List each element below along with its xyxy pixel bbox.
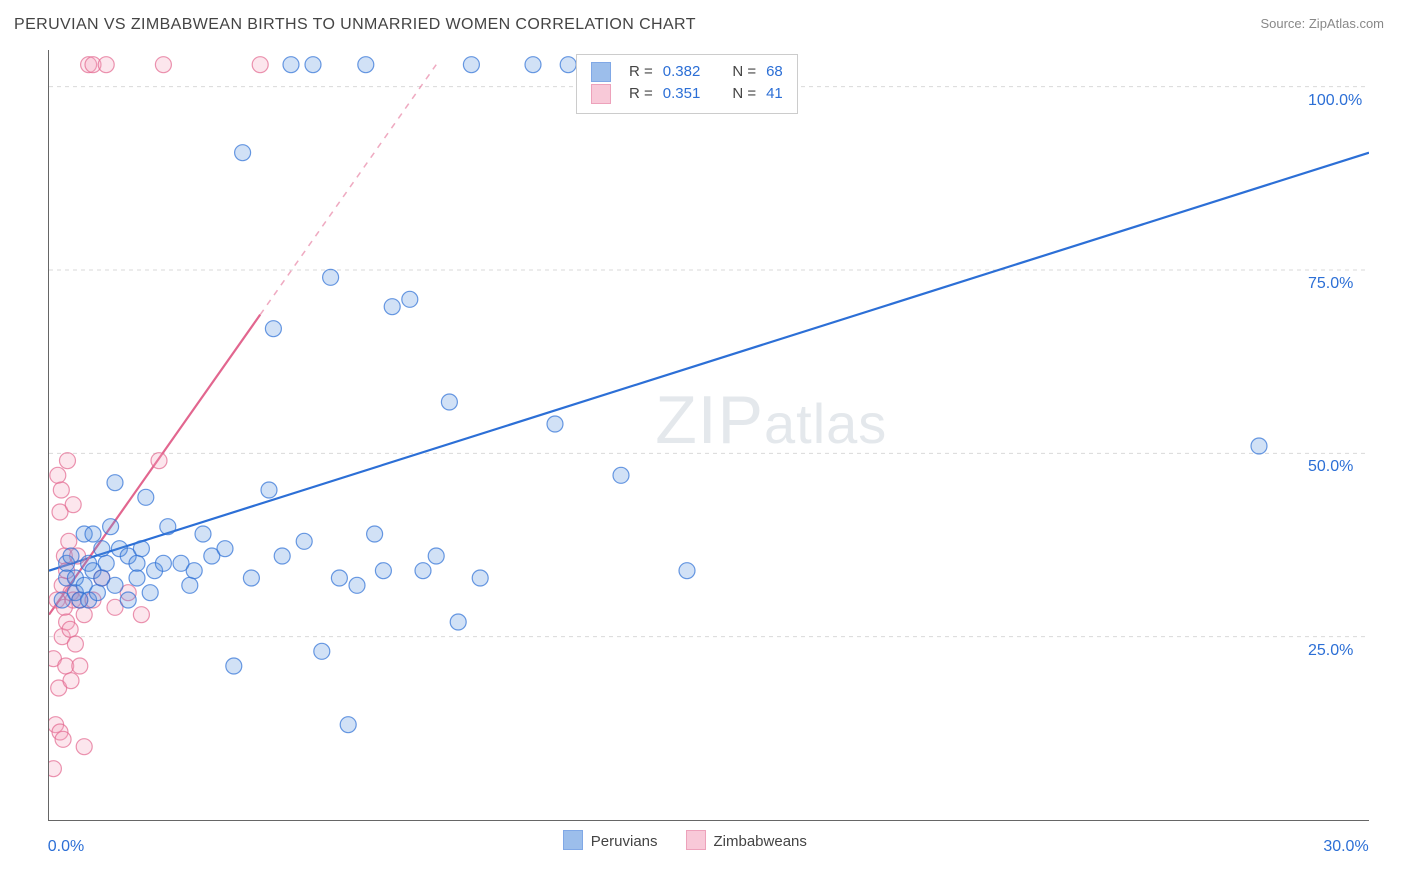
- source-attribution: Source: ZipAtlas.com: [1260, 16, 1384, 31]
- legend-label: Peruvians: [591, 833, 658, 850]
- y-tick-label: 50.0%: [1308, 458, 1353, 476]
- stat-n-value: 41: [766, 83, 783, 105]
- x-tick-label: 30.0%: [1323, 838, 1368, 856]
- scatter-plot: [48, 50, 1369, 821]
- chart-title: PERUVIAN VS ZIMBABWEAN BIRTHS TO UNMARRI…: [14, 16, 696, 34]
- stat-r-value: 0.382: [663, 61, 701, 83]
- stats-row: R =0.351N =41: [591, 83, 783, 105]
- stats-row: R =0.382N =68: [591, 61, 783, 83]
- stat-n-value: 68: [766, 61, 783, 83]
- x-tick-label: 0.0%: [48, 838, 84, 856]
- y-tick-label: 75.0%: [1308, 275, 1353, 293]
- legend-item: Peruvians: [563, 830, 658, 850]
- series-legend: Peruvians Zimbabweans: [563, 830, 807, 850]
- legend-label: Zimbabweans: [714, 833, 807, 850]
- y-tick-label: 25.0%: [1308, 642, 1353, 660]
- y-tick-label: 100.0%: [1308, 92, 1362, 110]
- correlation-stats-box: R =0.382N =68R =0.351N =41: [576, 54, 798, 114]
- stat-r-value: 0.351: [663, 83, 701, 105]
- legend-item: Zimbabweans: [686, 830, 807, 850]
